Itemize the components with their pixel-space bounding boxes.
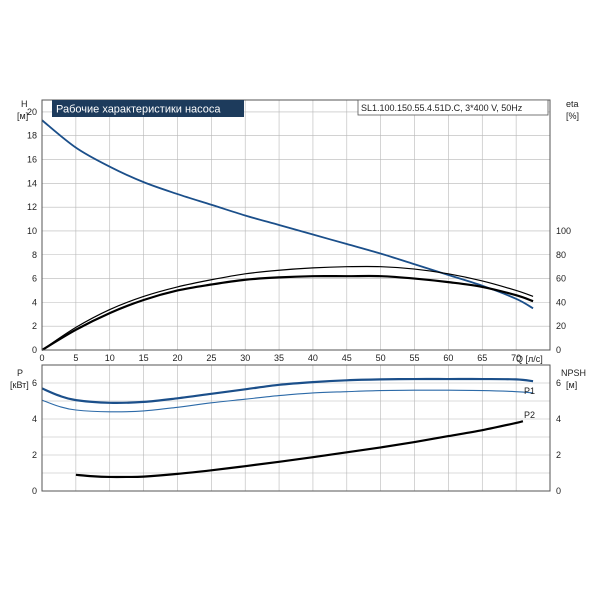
top-plot-series xyxy=(41,119,534,351)
tick-label-flow: 5 xyxy=(73,353,78,363)
bottom-plot-ticks: 0 2 4 6 0 2 4 6 xyxy=(32,378,561,496)
flow-axis-label: Q [л/с] xyxy=(516,354,543,364)
tick-label-head: 8 xyxy=(32,250,37,260)
bottom-right-axis-label: NPSH xyxy=(561,368,586,378)
top-plot-ticks: 0 2 4 6 8 10 12 14 16 18 20 0 20 40 60 80 100 0 5 10 15 20 25 3… xyxy=(27,107,571,363)
chart-title: Рабочие характеристики насоса xyxy=(56,104,221,116)
top-right-axis-label: eta xyxy=(566,99,579,109)
tick-label-eta: 0 xyxy=(556,345,561,355)
tick-label-power: 2 xyxy=(32,450,37,460)
tick-label-flow: 60 xyxy=(443,353,453,363)
series-p2 xyxy=(41,389,534,413)
series-label-p2: P2 xyxy=(524,410,535,420)
tick-label-power: 4 xyxy=(32,414,37,424)
tick-label-npsh: 6 xyxy=(556,378,561,388)
tick-label-head: 16 xyxy=(27,155,37,165)
bottom-plot-frame xyxy=(41,364,551,492)
tick-label-head: 14 xyxy=(27,178,37,188)
tick-label-eta: 100 xyxy=(556,226,571,236)
tick-label-head: 4 xyxy=(32,297,37,307)
top-right-axis-unit: [%] xyxy=(566,111,579,121)
tick-label-eta: 60 xyxy=(556,274,566,284)
tick-label-npsh: 4 xyxy=(556,414,561,424)
tick-label-flow: 10 xyxy=(105,353,115,363)
tick-label-flow: 65 xyxy=(477,353,487,363)
title-banner xyxy=(52,100,244,117)
tick-label-flow: 0 xyxy=(39,353,44,363)
top-plot-grid xyxy=(42,100,550,350)
series-npsh xyxy=(75,420,524,479)
tick-label-head: 20 xyxy=(27,107,37,117)
tick-label-eta: 40 xyxy=(556,297,566,307)
model-box xyxy=(357,99,549,116)
tick-label-power: 6 xyxy=(32,378,37,388)
bottom-right-axis-unit: [м] xyxy=(566,380,577,390)
top-plot-frame xyxy=(41,99,551,351)
tick-label-flow: 25 xyxy=(206,353,216,363)
tick-label-flow: 15 xyxy=(139,353,149,363)
bottom-plot-series xyxy=(41,377,534,479)
tick-label-head: 12 xyxy=(27,202,37,212)
tick-label-flow: 35 xyxy=(274,353,284,363)
tick-label-flow: 45 xyxy=(342,353,352,363)
tick-label-power: 0 xyxy=(32,486,37,496)
tick-label-eta: 80 xyxy=(556,250,566,260)
bottom-plot-grid xyxy=(42,365,550,491)
tick-label-head: 10 xyxy=(27,226,37,236)
series-label-p1: P1 xyxy=(524,386,535,396)
series-head xyxy=(41,119,534,310)
series-p1 xyxy=(41,377,534,404)
tick-label-head: 2 xyxy=(32,321,37,331)
bottom-left-axis-unit: [кВт] xyxy=(10,380,29,390)
series-eta-lower xyxy=(41,274,534,351)
tick-label-flow: 50 xyxy=(376,353,386,363)
tick-label-flow: 30 xyxy=(240,353,250,363)
pump-model-label: SL1.100.150.55.4.51D.C, 3*400 V, 50Hz xyxy=(361,103,523,113)
tick-label-head: 0 xyxy=(32,345,37,355)
tick-label-npsh: 2 xyxy=(556,450,561,460)
top-left-axis-unit: [м] xyxy=(17,111,28,121)
top-left-axis-label: H xyxy=(21,99,28,109)
tick-label-flow: 55 xyxy=(410,353,420,363)
tick-label-eta: 20 xyxy=(556,321,566,331)
tick-label-head: 6 xyxy=(32,274,37,284)
tick-label-flow: 40 xyxy=(308,353,318,363)
tick-label-head: 18 xyxy=(27,131,37,141)
series-eta-upper xyxy=(41,265,534,351)
tick-label-flow: 70 xyxy=(511,353,521,363)
tick-label-flow: 20 xyxy=(172,353,182,363)
bottom-left-axis-label: P xyxy=(17,368,23,378)
tick-label-npsh: 0 xyxy=(556,486,561,496)
